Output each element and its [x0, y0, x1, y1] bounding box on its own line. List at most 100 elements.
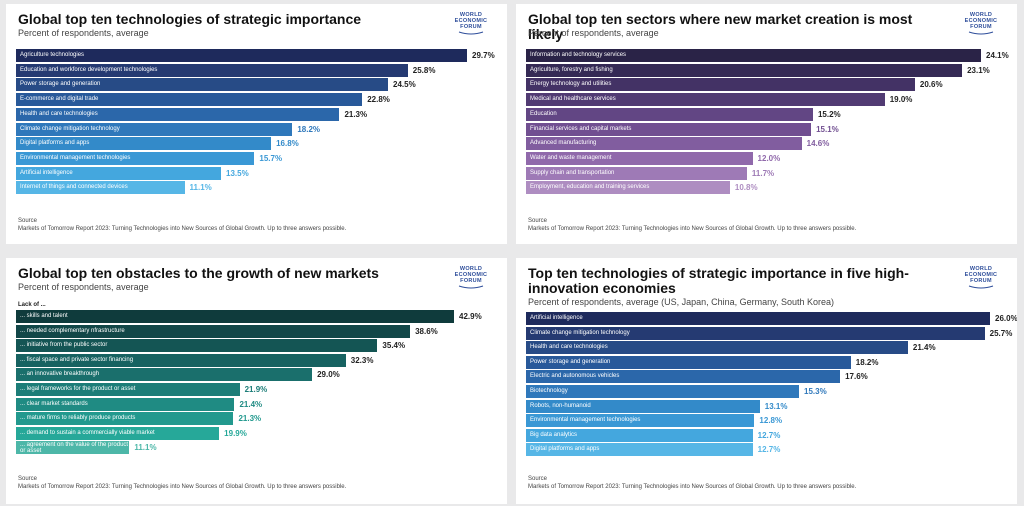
bar: Supply chain and transportation: [526, 166, 747, 180]
bar-label: E-commerce and digital trade: [20, 96, 99, 103]
source-text: Markets of Tomorrow Report 2023: Turning…: [18, 484, 347, 490]
bar-label: Water and waste management: [530, 154, 612, 161]
bar-label: Electric and autonomous vehicles: [530, 373, 620, 380]
bar-value-label: 22.8%: [367, 95, 390, 105]
chart-subtitle: Percent of respondents, average (US, Jap…: [528, 297, 834, 307]
bar-value-label: 15.1%: [816, 124, 839, 134]
logo-arc-icon: [968, 285, 994, 289]
logo-word-1: WORLD: [459, 12, 483, 18]
bar: Education and workforce development tech…: [16, 63, 408, 77]
bar-label: Financial services and capital markets: [530, 125, 632, 132]
source-label: Source: [18, 476, 38, 482]
bar-label: Health and care technologies: [530, 344, 608, 351]
chart-title: Global top ten sectors where new market …: [528, 11, 913, 42]
bar-label: ... skills and talent: [20, 313, 68, 319]
bar-label: ... agreement on the value of the produc…: [20, 442, 129, 455]
bar: Health and care technologies: [526, 341, 908, 355]
bar-value-label: 42.9%: [459, 312, 482, 321]
bar-label: Power storage and generation: [530, 358, 611, 365]
bar-value-label: 24.5%: [393, 80, 416, 90]
bar-value-label: 29.7%: [472, 51, 495, 60]
bar-value-label: 13.1%: [764, 401, 788, 411]
bar-value-label: 15.2%: [817, 109, 841, 119]
bar-value-label: 24.1%: [986, 51, 1009, 60]
bar-label: Education: [530, 110, 557, 117]
bar: Power storage and generation: [16, 78, 389, 92]
bar-label: ... clear market standards: [20, 400, 88, 407]
bar-value-label: 29.0%: [317, 370, 340, 380]
chart-panel-technologies: Global top ten technologies of strategic…: [6, 4, 507, 244]
chart-panel-high-innovation: Top ten technologies of strategic import…: [516, 258, 1017, 504]
bar-value-label: 21.3%: [344, 109, 368, 119]
logo-word-2: ECONOMIC: [964, 272, 998, 278]
bar-value-label: 11.1%: [189, 183, 212, 193]
bar-value-label: 14.6%: [806, 139, 830, 149]
bar-label: Artificial intelligence: [530, 315, 583, 321]
bar-value-label: 13.5%: [226, 168, 249, 178]
bar: Climate change mitigation technology: [16, 122, 293, 136]
bar: ... initiative from the public sector: [16, 339, 378, 353]
bar-label: ... legal frameworks for the product or …: [20, 386, 136, 392]
bar-value-label: 16.8%: [276, 139, 299, 149]
bar: Health and care technologies: [16, 107, 340, 121]
logo-word-1: WORLD: [969, 266, 993, 272]
bar: ... agreement on the value of the produc…: [16, 441, 130, 455]
bar: Environmental management technologies: [16, 151, 255, 165]
bar-value-label: 17.6%: [845, 372, 868, 382]
logo-word-2: ECONOMIC: [964, 18, 998, 24]
logo-arc-icon: [458, 285, 484, 289]
bar-label: Health and care technologies: [20, 110, 98, 117]
bar: Artificial intelligence: [16, 166, 221, 180]
bar: Agriculture technologies: [16, 49, 467, 62]
bar-value-label: 12.7%: [757, 445, 781, 455]
bar-value-label: 21.3%: [238, 414, 262, 424]
bar-label: Supply chain and transportation: [530, 169, 615, 176]
logo-word-1: WORLD: [969, 12, 993, 18]
bar-label: Information and technology services: [530, 52, 627, 58]
bar-label: ... needed complementary nfrastructure: [20, 327, 125, 334]
bar-value-label: 19.9%: [224, 428, 247, 438]
bar-label: Agriculture, forestry and fishing: [530, 66, 613, 73]
bar-label: Environmental management technologies: [20, 154, 131, 161]
bar-label: Education and workforce development tech…: [20, 66, 158, 73]
bar: Education: [526, 107, 813, 121]
bar-value-label: 23.1%: [967, 65, 990, 75]
logo-arc-icon: [968, 31, 994, 35]
source-label: Source: [528, 218, 548, 224]
wef-logo: WORLD ECONOMIC FORUM: [959, 266, 1003, 289]
bar-label: Advanced manufacturing: [530, 140, 597, 147]
chart-subtitle: Percent of respondents, average: [18, 28, 149, 38]
bar: Digital platforms and apps: [16, 137, 272, 151]
bar: Environmental management technologies: [526, 414, 755, 428]
bar: ... mature firms to reliably produce pro…: [16, 412, 234, 426]
chart-panel-obstacles: Global top ten obstacles to the growth o…: [6, 258, 507, 504]
bar: Medical and healthcare services: [526, 93, 885, 107]
bar-value-label: 12.8%: [759, 416, 783, 426]
bar: ... demand to sustain a commercially via…: [16, 426, 220, 440]
wef-logo: WORLD ECONOMIC FORUM: [449, 266, 493, 289]
bar-label: ... an innovative breakthrough: [20, 371, 100, 378]
bar: ... skills and talent: [16, 310, 454, 323]
category-prefix: Lack of ...: [18, 302, 46, 308]
bar: Water and waste management: [526, 151, 753, 165]
bar-label: Medical and healthcare services: [530, 96, 616, 103]
bar-label: Energy technology and utilities: [530, 81, 612, 88]
bar: Climate change mitigation technology: [526, 326, 985, 340]
bar-value-label: 18.2%: [297, 124, 321, 134]
chart-subtitle: Percent of respondents, average: [18, 282, 149, 292]
bar-value-label: 19.0%: [889, 95, 913, 105]
bar-label: ... initiative from the public sector: [20, 342, 108, 349]
bar-label: Artificial intelligence: [20, 169, 73, 176]
logo-word-3: FORUM: [460, 24, 482, 30]
bar-label: ... demand to sustain a commercially via…: [20, 429, 155, 436]
bar: Agriculture, forestry and fishing: [526, 63, 963, 77]
bar-label: Employment, education and training servi…: [530, 184, 650, 191]
bar-value-label: 21.9%: [244, 385, 268, 394]
bar-label: ... fiscal space and private sector fina…: [20, 356, 134, 363]
bar-label: Digital platforms and apps: [530, 446, 600, 453]
bar-label: Environmental management technologies: [530, 417, 641, 424]
bar: ... legal frameworks for the product or …: [16, 383, 240, 396]
source-label: Source: [18, 218, 38, 224]
bar: Financial services and capital markets: [526, 122, 812, 136]
bar: Biotechnology: [526, 385, 800, 398]
